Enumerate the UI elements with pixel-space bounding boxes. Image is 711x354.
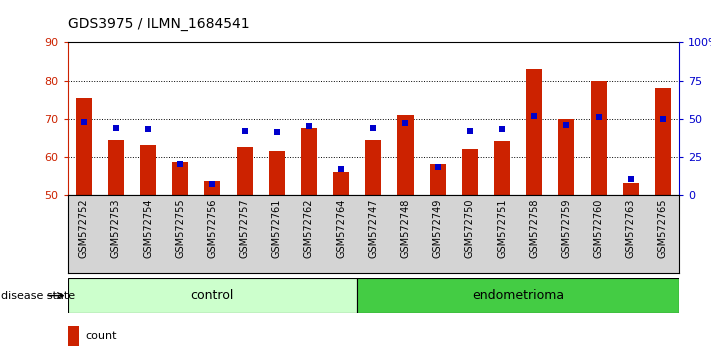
Text: GSM572750: GSM572750: [465, 199, 475, 258]
Bar: [269, 151, 285, 195]
Bar: [397, 115, 414, 195]
Bar: [494, 141, 510, 195]
Text: GSM572761: GSM572761: [272, 199, 282, 258]
Point: [110, 125, 122, 131]
Text: GSM572754: GSM572754: [143, 199, 153, 258]
Text: GSM572764: GSM572764: [336, 199, 346, 258]
Point: [496, 126, 508, 132]
Text: GSM572760: GSM572760: [594, 199, 604, 258]
Point: [78, 119, 90, 125]
Bar: [237, 147, 252, 195]
Point: [657, 116, 668, 121]
Text: GSM572748: GSM572748: [400, 199, 410, 258]
Bar: [558, 119, 574, 195]
Bar: [68, 326, 79, 346]
Text: GSM572763: GSM572763: [626, 199, 636, 258]
Point: [561, 122, 572, 127]
Text: count: count: [85, 331, 117, 341]
Point: [625, 177, 636, 182]
Point: [142, 126, 154, 132]
Bar: [172, 162, 188, 195]
Text: GDS3975 / ILMN_1684541: GDS3975 / ILMN_1684541: [68, 17, 249, 32]
Text: GSM572747: GSM572747: [368, 199, 378, 258]
Point: [303, 124, 314, 129]
Bar: [140, 145, 156, 195]
Text: GSM572757: GSM572757: [240, 199, 250, 258]
Point: [432, 165, 444, 170]
Text: GSM572759: GSM572759: [562, 199, 572, 258]
Bar: [655, 88, 671, 195]
Text: endometrioma: endometrioma: [472, 289, 564, 302]
Text: disease state: disease state: [1, 291, 75, 301]
Text: GSM572762: GSM572762: [304, 199, 314, 258]
Text: GSM572765: GSM572765: [658, 199, 668, 258]
Text: GSM572749: GSM572749: [432, 199, 443, 258]
Bar: [204, 181, 220, 195]
Bar: [526, 69, 542, 195]
Text: GSM572758: GSM572758: [529, 199, 539, 258]
Text: GSM572751: GSM572751: [497, 199, 507, 258]
Bar: [68, 278, 357, 313]
Point: [528, 113, 540, 118]
Point: [336, 166, 347, 172]
Bar: [75, 98, 92, 195]
Point: [593, 114, 604, 120]
Text: GSM572752: GSM572752: [79, 199, 89, 258]
Text: GSM572753: GSM572753: [111, 199, 121, 258]
Text: control: control: [191, 289, 234, 302]
Point: [174, 161, 186, 167]
Point: [464, 128, 476, 133]
Bar: [301, 128, 317, 195]
Point: [207, 181, 218, 187]
Bar: [591, 81, 606, 195]
Bar: [461, 149, 478, 195]
Bar: [623, 183, 638, 195]
Text: GSM572755: GSM572755: [175, 199, 185, 258]
Point: [368, 125, 379, 131]
Point: [271, 130, 282, 135]
Bar: [333, 172, 349, 195]
Bar: [108, 139, 124, 195]
Bar: [357, 278, 679, 313]
Text: GSM572756: GSM572756: [208, 199, 218, 258]
Point: [239, 128, 250, 133]
Point: [400, 120, 411, 126]
Bar: [365, 139, 381, 195]
Bar: [429, 164, 446, 195]
